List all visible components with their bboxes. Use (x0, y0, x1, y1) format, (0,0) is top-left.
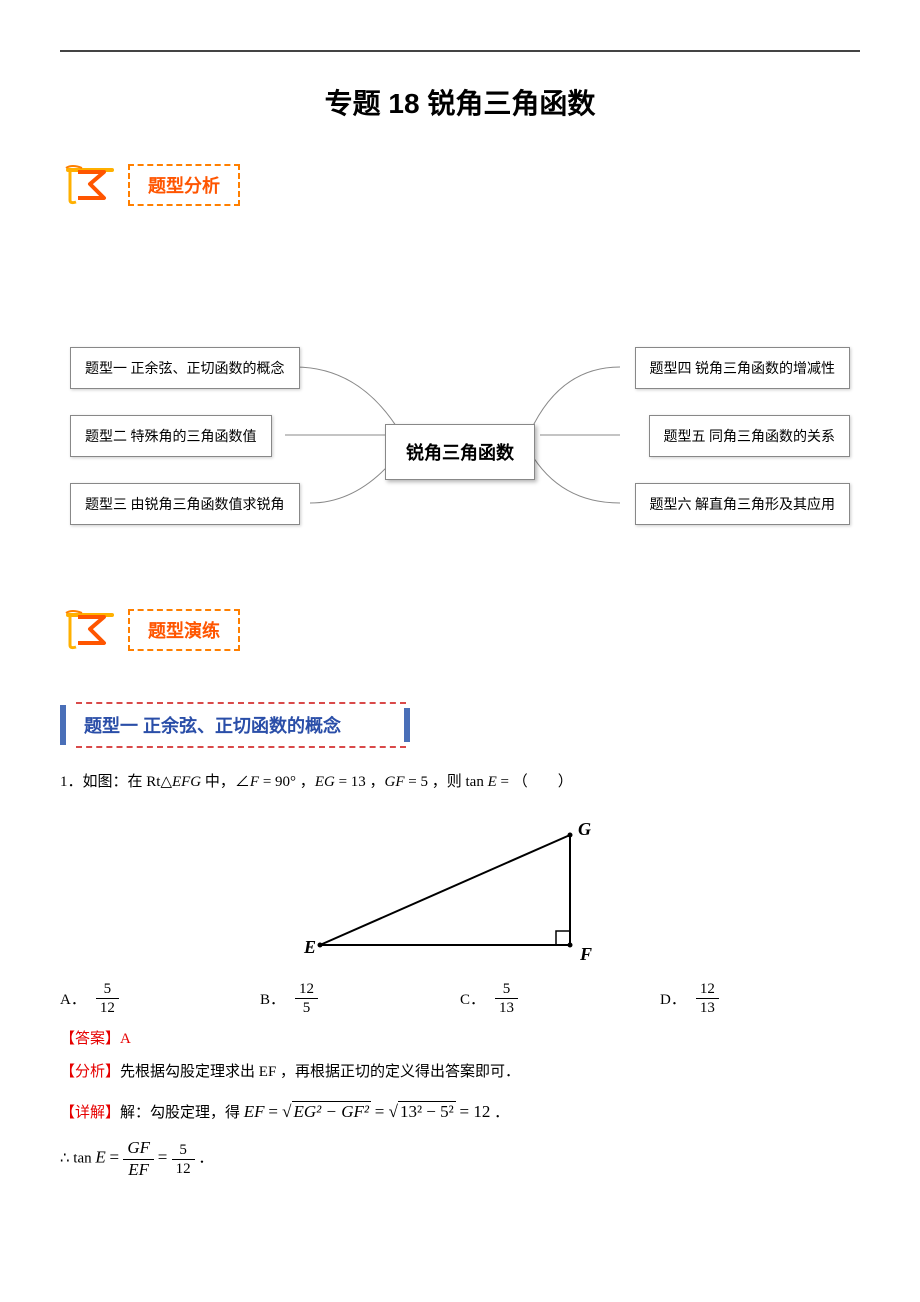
answer-value: A (120, 1031, 131, 1047)
opt-C-frac: 5 13 (495, 980, 518, 1017)
sub-box: 题型一 正余弦、正切函数的概念 (76, 702, 406, 748)
vertex-G: G (578, 819, 591, 839)
detail-line-2: ∴ tan E = GF EF = 5 12 ． (60, 1138, 860, 1180)
answer-line: 【答案】A (60, 1027, 860, 1048)
q-5: = 5 ，则 tan (405, 774, 488, 790)
q-tri: EFG (172, 774, 201, 790)
page-title: 专题 18 锐角三角函数 (60, 82, 860, 122)
detail-eq3: = (459, 1102, 473, 1121)
tag-practice-text: 题型演练 (148, 621, 220, 641)
opt-B-label: B． (260, 988, 285, 1009)
subsection-title: 题型一 正余弦、正切函数的概念 (84, 716, 341, 736)
q-tail: = （ ） (497, 774, 573, 790)
sqrt-2: √13² − 5² (389, 1101, 456, 1121)
detail-line-1: 【详解】解：勾股定理，得 EF = √EG² − GF² = √13² − 5²… (60, 1096, 860, 1128)
q-m1: 中，∠ (201, 774, 250, 790)
opt-D-label: D． (660, 988, 686, 1009)
q-EG: EG (315, 774, 335, 790)
tag-box-practice: 题型演练 (128, 609, 240, 651)
topic-3: 题型三 由锐角三角函数值求锐角 (70, 483, 300, 525)
triangle-figure: E F G (60, 815, 860, 970)
option-C: C． 5 13 (460, 980, 660, 1017)
detail-eq1: = (268, 1102, 282, 1121)
opt-B-frac: 12 5 (295, 980, 318, 1017)
problem-1: 1．如图：在 Rt△EFG 中，∠F = 90° ，EG = 13 ，GF = … (60, 768, 860, 797)
option-D: D． 12 13 (660, 980, 860, 1017)
mindmap: 锐角三角函数 题型一 正余弦、正切函数的概念 题型二 特殊角的三角函数值 题型三… (60, 357, 860, 547)
opt-D-frac: 12 13 (696, 980, 719, 1017)
topic-4: 题型四 锐角三角函数的增减性 (635, 347, 851, 389)
q-F: F (250, 774, 259, 790)
q-num: 1． (60, 774, 83, 790)
detail-frac-1: GF EF (123, 1138, 154, 1180)
option-B: B． 12 5 (260, 980, 460, 1017)
detail-tail: ． (195, 1151, 214, 1167)
q-GF: GF (385, 774, 405, 790)
opt-A-label: A． (60, 988, 86, 1009)
therefore: ∴ tan (60, 1151, 95, 1167)
q-E: E (488, 774, 497, 790)
section-analysis: 题型分析 (60, 162, 860, 207)
sqrt-1: √EG² − GF² (282, 1101, 371, 1121)
detail-prefix: 解：勾股定理，得 (120, 1105, 244, 1121)
vertex-F: F (579, 944, 592, 964)
sigma-icon (60, 162, 120, 207)
topic-6: 题型六 解直角三角形及其应用 (635, 483, 851, 525)
mindmap-center: 锐角三角函数 (385, 424, 535, 480)
detail-E: E (95, 1148, 105, 1167)
analysis-p2: ，再根据正切的定义得出答案即可． (276, 1064, 520, 1080)
sigma-icon-2 (60, 607, 120, 652)
vertex-E: E (303, 937, 316, 957)
tag-box-analysis: 题型分析 (128, 164, 240, 206)
detail-eq2: = (375, 1102, 389, 1121)
detail-label: 【详解】 (60, 1105, 120, 1121)
opt-C-label: C． (460, 988, 485, 1009)
detail-lhs: EF (244, 1102, 265, 1121)
top-rule (60, 50, 860, 52)
detail-period: ． (490, 1105, 509, 1121)
section-practice: 题型演练 (60, 607, 860, 652)
opt-A-frac: 5 12 (96, 980, 119, 1017)
q-90: = 90° ， (259, 774, 315, 790)
analysis-line: 【分析】先根据勾股定理求出 EF ，再根据正切的定义得出答案即可． (60, 1058, 860, 1087)
q-13: = 13 ， (335, 774, 385, 790)
answer-label: 【答案】 (60, 1031, 120, 1047)
triangle-svg: E F G (290, 815, 630, 965)
options-row: A． 5 12 B． 12 5 C． 5 13 D． 12 13 (60, 980, 860, 1017)
sub-bar-left (60, 705, 66, 745)
subsection-header: 题型一 正余弦、正切函数的概念 (60, 702, 860, 748)
q-pre: 如图：在 Rt△ (83, 774, 172, 790)
detail-frac-2: 5 12 (172, 1141, 195, 1178)
tag-analysis-text: 题型分析 (148, 176, 220, 196)
analysis-label: 【分析】 (60, 1064, 120, 1080)
topic-1: 题型一 正余弦、正切函数的概念 (70, 347, 300, 389)
topic-2: 题型二 特殊角的三角函数值 (70, 415, 272, 457)
detail-result: 12 (473, 1102, 490, 1121)
option-A: A． 5 12 (60, 980, 260, 1017)
analysis-p1: 先根据勾股定理求出 (120, 1064, 259, 1080)
topic-5: 题型五 同角三角函数的关系 (649, 415, 851, 457)
analysis-EF: EF (259, 1064, 277, 1080)
